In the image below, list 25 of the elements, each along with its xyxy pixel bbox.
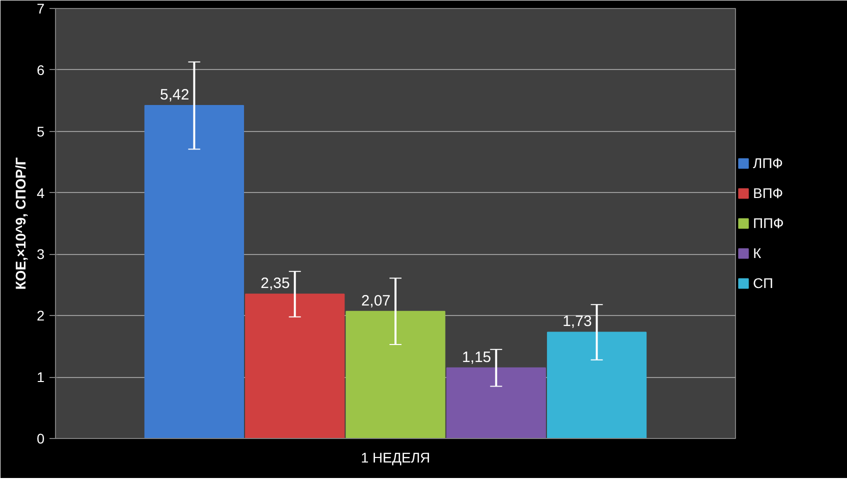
y-tick-label: 4 [36, 184, 45, 201]
data-label: 5,42 [160, 86, 190, 104]
data-label: 2,35 [260, 275, 290, 292]
data-label: 1,73 [562, 313, 592, 330]
legend-label: ЛПФ [753, 155, 783, 171]
legend-label: К [753, 245, 762, 261]
y-tick-label: 3 [36, 246, 45, 262]
y-tick-label: 1 [36, 369, 45, 386]
bar [546, 332, 647, 438]
legend-label: СП [753, 275, 774, 291]
bar [144, 105, 244, 438]
y-tick-label: 0 [36, 430, 45, 446]
y-tick-label: 5 [36, 123, 45, 140]
data-label: 1,15 [462, 348, 492, 366]
bar [446, 367, 546, 438]
legend-label: ППФ [753, 215, 784, 231]
y-tick-label: 6 [36, 62, 45, 78]
y-axis-title: КОЕ,×10^9, СПОР/Г [12, 157, 29, 290]
bar [245, 294, 345, 438]
legend-label: ВПФ [753, 185, 784, 201]
data-label: 2,07 [361, 292, 391, 310]
y-tick-label: 2 [36, 308, 45, 324]
x-tick-label: 1 НЕДЕЛЯ [360, 450, 430, 466]
bar [346, 310, 446, 438]
y-tick-label: 7 [36, 0, 45, 16]
